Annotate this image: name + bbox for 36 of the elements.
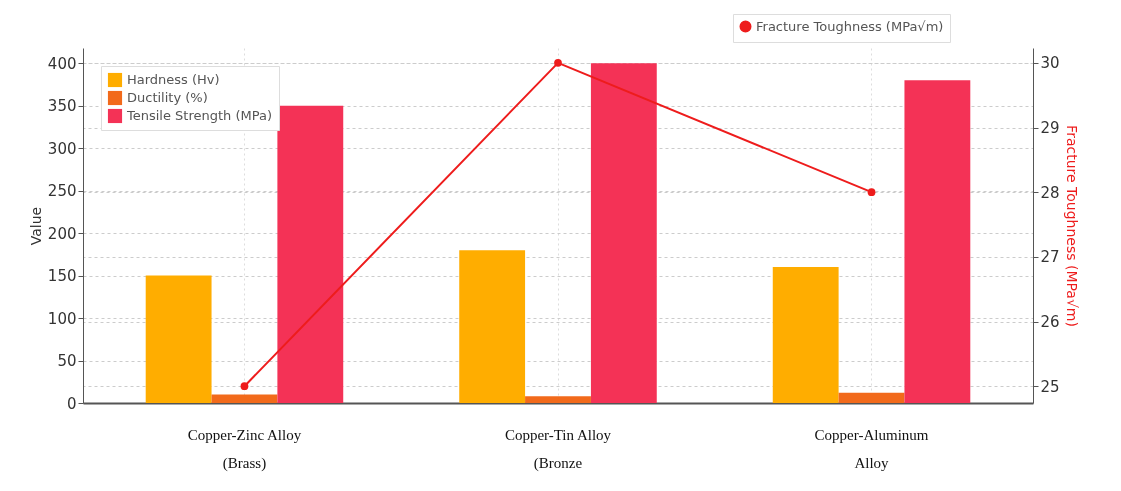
y2-tick-label: 28 <box>1040 183 1060 202</box>
point <box>240 382 249 391</box>
bar <box>211 394 278 403</box>
bar <box>838 392 905 403</box>
bar <box>772 267 839 403</box>
y2-tick-label: 30 <box>1040 54 1060 73</box>
bar <box>525 396 591 403</box>
bar <box>904 80 971 403</box>
y2-tick-label: 26 <box>1040 313 1060 332</box>
y-tick-label: 100 <box>47 309 77 328</box>
bar <box>145 275 212 403</box>
legend-label: Tensile Strength (MPa) <box>126 108 273 123</box>
y-tick-label: 250 <box>47 182 77 201</box>
point <box>554 59 562 67</box>
y-tick-label: 300 <box>47 139 77 158</box>
legend-label: Ductility (%) <box>127 90 208 105</box>
x-tick-label: Copper-Aluminum Alloy <box>814 426 929 471</box>
legend-label: Fracture Toughness (MPa√m) <box>756 18 944 34</box>
y-tick-label: 0 <box>66 394 77 413</box>
y2-axis-title: Fracture Toughness (MPa√m) <box>1063 125 1080 327</box>
y-tick-label: 50 <box>57 352 77 371</box>
y2-tick-label: 29 <box>1040 119 1060 138</box>
bar <box>459 250 526 403</box>
y-tick-label: 200 <box>47 224 77 243</box>
bar <box>277 105 344 403</box>
point <box>867 188 876 197</box>
y-tick-label: 150 <box>47 267 77 286</box>
x-tick-label: Copper-Zinc Alloy (Brass) <box>187 426 302 472</box>
y2-tick-label: 25 <box>1040 377 1060 396</box>
y-axis-title: Value <box>27 206 44 246</box>
y2-tick-label: 27 <box>1040 248 1060 267</box>
x-tick-label: Copper-Tin Alloy (Bronze <box>504 426 612 472</box>
y-tick-label: 400 <box>47 54 77 73</box>
legend-label: Hardness (Hv) <box>127 72 220 87</box>
y-tick-label: 350 <box>47 97 77 116</box>
bar <box>590 63 657 403</box>
